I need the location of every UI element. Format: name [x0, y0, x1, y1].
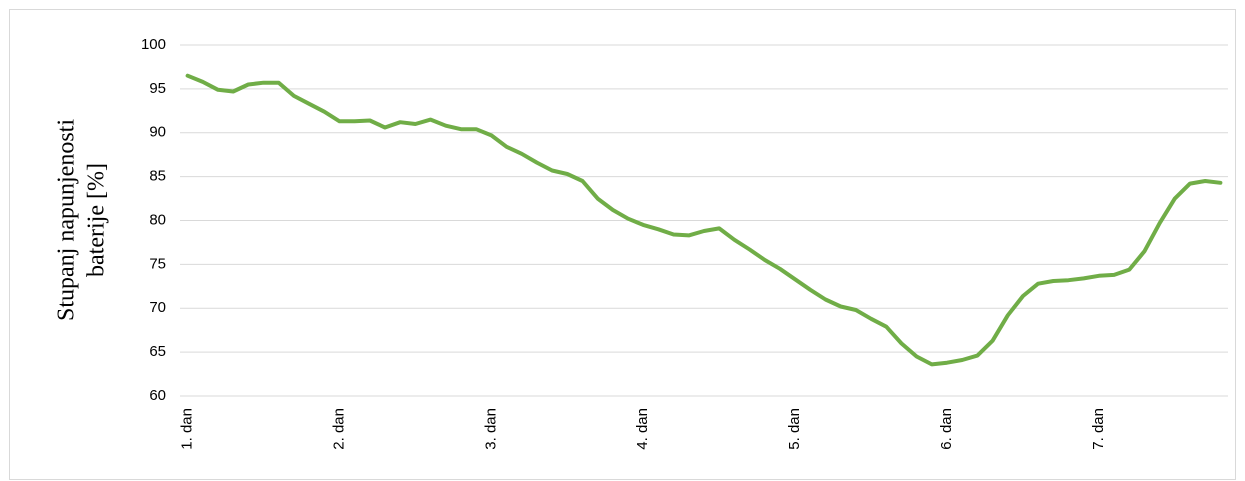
x-tick-label: 7. dan	[1090, 408, 1107, 450]
x-tick-label: 2. dan	[330, 408, 347, 450]
y-tick-label: 65	[149, 343, 166, 360]
x-tick-label: 3. dan	[482, 408, 499, 450]
y-tick-label: 85	[149, 168, 166, 185]
x-tick-label: 5. dan	[786, 408, 803, 450]
x-tick-label: 4. dan	[634, 408, 651, 450]
data-line	[185, 73, 1223, 367]
y-tick-label: 100	[141, 36, 166, 53]
y-tick-label: 60	[149, 387, 166, 404]
y-axis-label: baterije [%]	[84, 163, 110, 277]
y-tick-label: 80	[149, 211, 166, 228]
x-tick-label: 6. dan	[938, 408, 955, 450]
y-axis-label: Stupanj napunjenosti	[54, 119, 80, 321]
y-tick-label: 70	[149, 299, 166, 316]
y-tick-label: 90	[149, 124, 166, 141]
y-tick-label: 75	[149, 255, 166, 272]
x-tick-label: 1. dan	[179, 408, 196, 450]
y-tick-label: 95	[149, 80, 166, 97]
